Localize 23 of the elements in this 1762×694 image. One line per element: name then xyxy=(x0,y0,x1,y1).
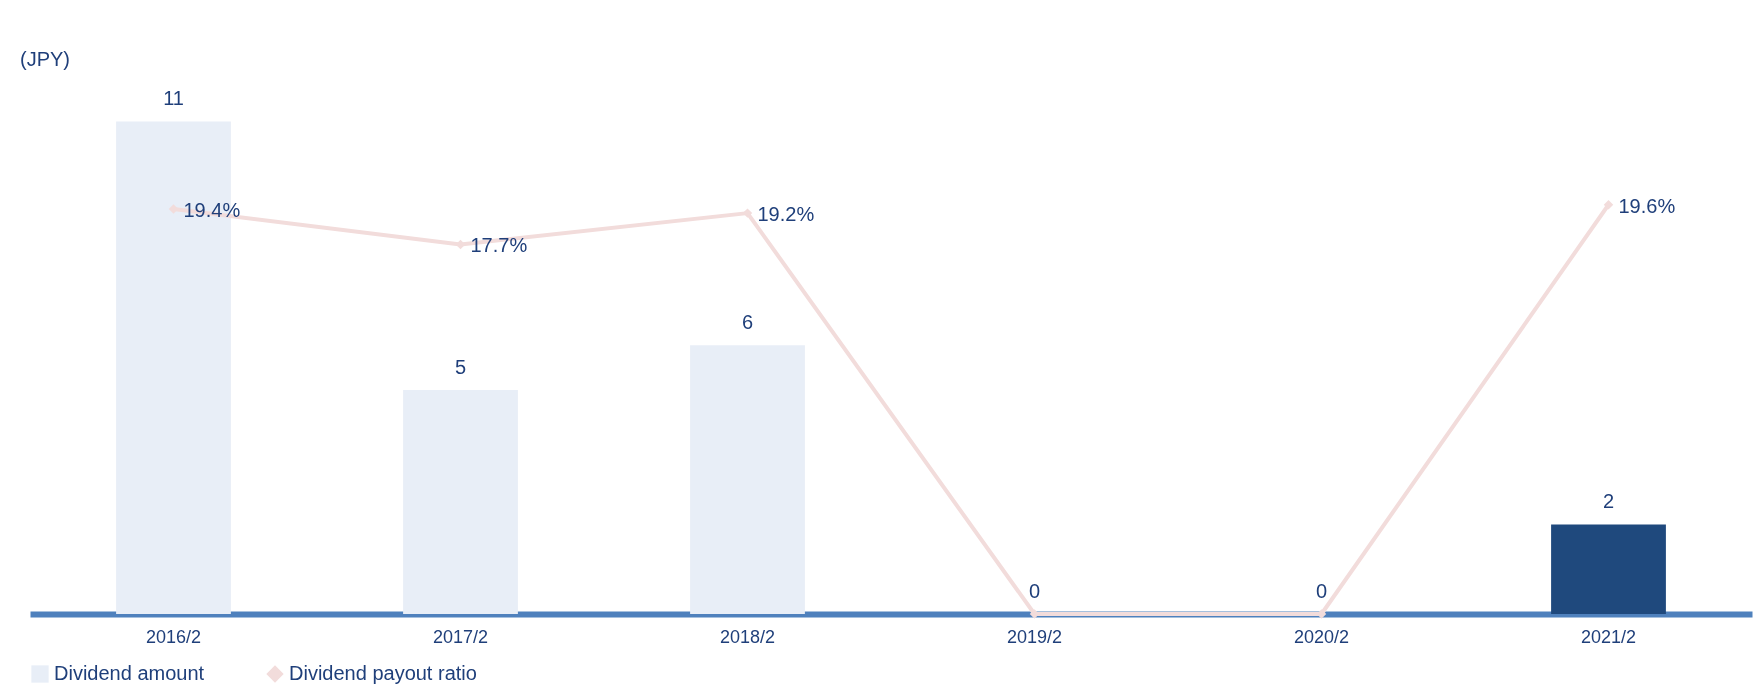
data-label: 11 xyxy=(163,87,184,110)
data-label: 0 xyxy=(1315,580,1328,602)
data-label: 6 xyxy=(741,311,754,334)
bar xyxy=(690,345,805,614)
x-tick-label: 2018/2 xyxy=(719,626,776,647)
legend-label: Dividend payout ratio xyxy=(289,662,477,684)
data-label: 5 xyxy=(454,356,467,379)
x-tick-label: 2021/2 xyxy=(1580,626,1637,647)
y-axis-title: (JPY) xyxy=(20,48,70,70)
x-tick-label: 2016/2 xyxy=(145,626,202,647)
x-tick-label: 2019/2 xyxy=(1006,626,1063,647)
data-label: 19.6% xyxy=(1618,194,1676,217)
bar xyxy=(403,390,518,614)
data-label: 19.2% xyxy=(757,203,815,226)
data-label: 2 xyxy=(1602,490,1615,513)
x-tick-label: 2017/2 xyxy=(432,626,489,647)
legend-label: Dividend amount xyxy=(54,662,205,684)
point xyxy=(1603,200,1614,210)
data-label: 17.7% xyxy=(470,234,528,257)
data-label: 0 xyxy=(1028,580,1041,602)
x-tick-label: 2020/2 xyxy=(1293,626,1350,647)
data-label: 19.4% xyxy=(183,198,241,221)
bar xyxy=(1551,524,1666,614)
